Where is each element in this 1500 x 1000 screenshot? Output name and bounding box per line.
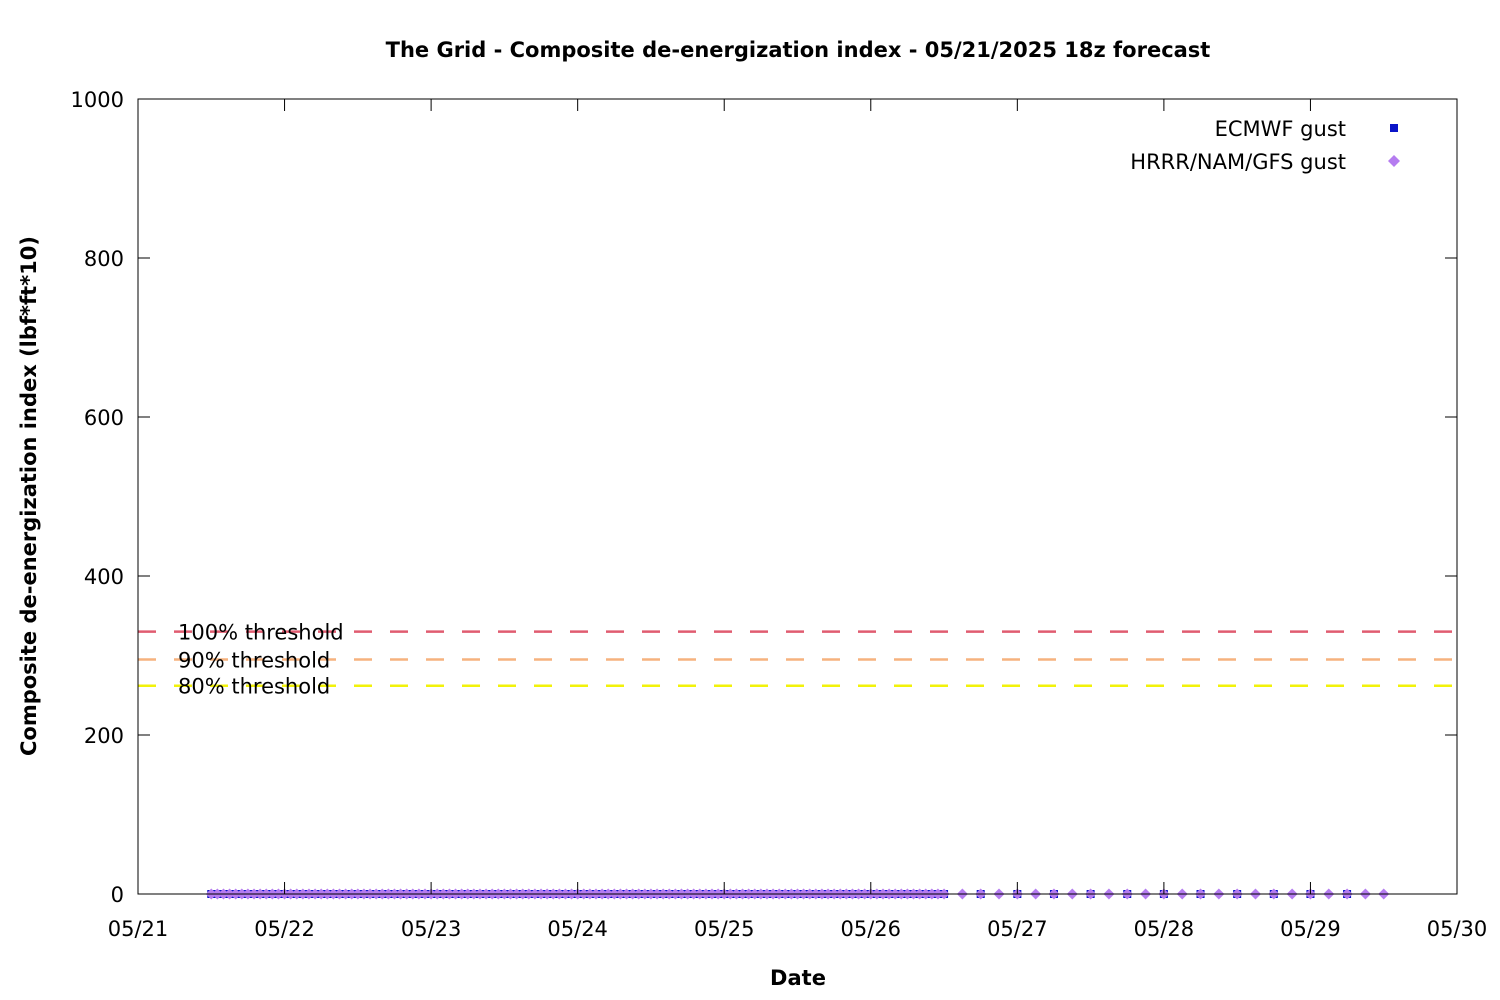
y-tick-label: 200 [84, 724, 124, 748]
threshold-lines: 100% threshold 90% threshold 80% threshold [138, 621, 1457, 699]
y-tick-label: 800 [84, 247, 124, 271]
legend-marker-square [1390, 124, 1398, 132]
threshold-label: 90% threshold [178, 648, 330, 672]
legend: ECMWF gust HRRR/NAM/GFS gust [1130, 117, 1400, 174]
x-tick-label: 05/23 [401, 917, 462, 941]
y-tick-label: 600 [84, 406, 124, 430]
plot-frame [137, 98, 1458, 895]
axes: 0 200 400 600 800 1000 05/21 05/22 05/23 05/24 05/… [71, 88, 1488, 941]
x-tick-label: 05/27 [987, 917, 1048, 941]
x-tick-label: 05/29 [1280, 917, 1341, 941]
x-tick-label: 05/21 [108, 917, 169, 941]
y-tick-label: 1000 [71, 88, 124, 112]
x-axis-title: Date [770, 966, 826, 990]
legend-label: HRRR/NAM/GFS gust [1130, 150, 1346, 174]
threshold-label: 100% threshold [178, 621, 344, 645]
legend-marker-diamond [1388, 155, 1400, 167]
x-tick-label: 05/30 [1427, 917, 1488, 941]
chart-title: The Grid - Composite de-energization ind… [386, 38, 1211, 62]
y-tick-label: 0 [111, 883, 124, 907]
y-axis-title: Composite de-energization index (lbf*ft*… [17, 236, 41, 756]
y-tick-label: 400 [84, 565, 124, 589]
x-tick-label: 05/24 [547, 917, 608, 941]
x-tick-label: 05/25 [694, 917, 755, 941]
x-tick-label: 05/26 [841, 917, 902, 941]
threshold-label: 80% threshold [178, 675, 330, 699]
legend-label: ECMWF gust [1215, 117, 1346, 141]
x-tick-label: 05/22 [254, 917, 315, 941]
x-tick-label: 05/28 [1134, 917, 1195, 941]
